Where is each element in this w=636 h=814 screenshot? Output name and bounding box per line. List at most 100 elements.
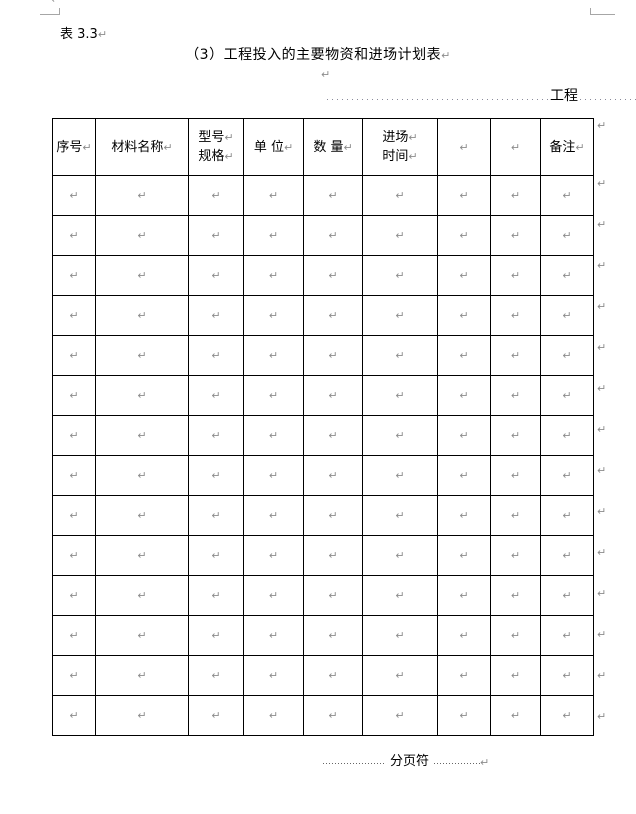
table-cell-material-name[interactable]: ↵	[95, 215, 189, 256]
table-cell-extra-2[interactable]: ↵	[490, 335, 541, 376]
table-cell-entry-time[interactable]: ↵	[362, 415, 438, 456]
table-cell-entry-time[interactable]: ↵	[362, 575, 438, 616]
table-cell-extra-1[interactable]: ↵	[437, 415, 491, 456]
table-cell-extra-1[interactable]: ↵	[437, 375, 491, 416]
table-cell-unit[interactable]: ↵	[243, 615, 304, 656]
table-cell-unit[interactable]: ↵	[243, 335, 304, 376]
table-cell-quantity[interactable]: ↵	[303, 655, 363, 696]
table-cell-extra-1[interactable]: ↵	[437, 535, 491, 576]
table-cell-entry-time[interactable]: ↵	[362, 295, 438, 336]
table-cell-remarks[interactable]: ↵	[540, 295, 594, 336]
table-cell-model-spec[interactable]: ↵	[188, 615, 244, 656]
table-cell-model-spec[interactable]: ↵	[188, 255, 244, 296]
column-header-index[interactable]: 序号↵	[52, 118, 96, 176]
table-cell-extra-1[interactable]: ↵	[437, 255, 491, 296]
table-cell-material-name[interactable]: ↵	[95, 175, 189, 216]
table-cell-index[interactable]: ↵	[52, 695, 96, 736]
table-cell-index[interactable]: ↵	[52, 455, 96, 496]
table-cell-remarks[interactable]: ↵	[540, 455, 594, 496]
table-cell-remarks[interactable]: ↵	[540, 175, 594, 216]
table-cell-index[interactable]: ↵	[52, 495, 96, 536]
column-header-quantity[interactable]: 数 量↵	[303, 118, 363, 176]
table-cell-unit[interactable]: ↵	[243, 495, 304, 536]
table-cell-material-name[interactable]: ↵	[95, 335, 189, 376]
table-cell-extra-2[interactable]: ↵	[490, 695, 541, 736]
materials-table[interactable]: 序号↵ 材料名称↵ 型号↵ 规格↵ 单 位↵ 数 量↵ 进场↵ 时间↵ ↵ ↵ 备注↵ ↵ ↵ ↵ ↵ ↵ ↵…	[52, 118, 594, 736]
table-cell-entry-time[interactable]: ↵	[362, 455, 438, 496]
table-cell-remarks[interactable]: ↵	[540, 615, 594, 656]
table-cell-model-spec[interactable]: ↵	[188, 575, 244, 616]
table-cell-index[interactable]: ↵	[52, 335, 96, 376]
table-cell-index[interactable]: ↵	[52, 375, 96, 416]
column-header-model-spec[interactable]: 型号↵ 规格↵	[188, 118, 244, 176]
table-cell-material-name[interactable]: ↵	[95, 455, 189, 496]
table-cell-extra-1[interactable]: ↵	[437, 335, 491, 376]
table-cell-remarks[interactable]: ↵	[540, 215, 594, 256]
table-cell-quantity[interactable]: ↵	[303, 295, 363, 336]
table-cell-index[interactable]: ↵	[52, 575, 96, 616]
table-cell-quantity[interactable]: ↵	[303, 615, 363, 656]
table-cell-extra-1[interactable]: ↵	[437, 455, 491, 496]
table-cell-model-spec[interactable]: ↵	[188, 175, 244, 216]
table-cell-material-name[interactable]: ↵	[95, 575, 189, 616]
table-cell-extra-1[interactable]: ↵	[437, 495, 491, 536]
table-cell-quantity[interactable]: ↵	[303, 495, 363, 536]
table-cell-quantity[interactable]: ↵	[303, 215, 363, 256]
table-cell-remarks[interactable]: ↵	[540, 695, 594, 736]
column-header-remarks[interactable]: 备注↵	[540, 118, 594, 176]
table-cell-extra-2[interactable]: ↵	[490, 575, 541, 616]
table-cell-entry-time[interactable]: ↵	[362, 615, 438, 656]
table-cell-remarks[interactable]: ↵	[540, 415, 594, 456]
table-cell-quantity[interactable]: ↵	[303, 455, 363, 496]
table-cell-model-spec[interactable]: ↵	[188, 335, 244, 376]
table-cell-extra-2[interactable]: ↵	[490, 375, 541, 416]
column-header-material-name[interactable]: 材料名称↵	[95, 118, 189, 176]
table-cell-extra-2[interactable]: ↵	[490, 415, 541, 456]
table-cell-extra-1[interactable]: ↵	[437, 175, 491, 216]
table-cell-remarks[interactable]: ↵	[540, 655, 594, 696]
table-cell-material-name[interactable]: ↵	[95, 255, 189, 296]
table-cell-remarks[interactable]: ↵	[540, 575, 594, 616]
table-cell-model-spec[interactable]: ↵	[188, 215, 244, 256]
table-cell-unit[interactable]: ↵	[243, 175, 304, 216]
table-cell-material-name[interactable]: ↵	[95, 415, 189, 456]
table-cell-quantity[interactable]: ↵	[303, 175, 363, 216]
table-cell-extra-2[interactable]: ↵	[490, 255, 541, 296]
table-cell-extra-2[interactable]: ↵	[490, 655, 541, 696]
table-cell-material-name[interactable]: ↵	[95, 375, 189, 416]
table-cell-index[interactable]: ↵	[52, 295, 96, 336]
table-cell-extra-1[interactable]: ↵	[437, 575, 491, 616]
table-cell-extra-2[interactable]: ↵	[490, 535, 541, 576]
table-cell-model-spec[interactable]: ↵	[188, 695, 244, 736]
table-cell-entry-time[interactable]: ↵	[362, 215, 438, 256]
table-cell-entry-time[interactable]: ↵	[362, 335, 438, 376]
column-header-unit[interactable]: 单 位↵	[243, 118, 304, 176]
column-header-extra-2[interactable]: ↵	[490, 118, 541, 176]
table-cell-remarks[interactable]: ↵	[540, 335, 594, 376]
table-cell-entry-time[interactable]: ↵	[362, 655, 438, 696]
table-cell-remarks[interactable]: ↵	[540, 255, 594, 296]
table-cell-model-spec[interactable]: ↵	[188, 535, 244, 576]
table-cell-unit[interactable]: ↵	[243, 255, 304, 296]
table-cell-model-spec[interactable]: ↵	[188, 655, 244, 696]
table-cell-material-name[interactable]: ↵	[95, 615, 189, 656]
table-cell-material-name[interactable]: ↵	[95, 535, 189, 576]
table-cell-unit[interactable]: ↵	[243, 215, 304, 256]
table-cell-unit[interactable]: ↵	[243, 575, 304, 616]
table-cell-index[interactable]: ↵	[52, 215, 96, 256]
table-cell-extra-1[interactable]: ↵	[437, 695, 491, 736]
table-cell-extra-2[interactable]: ↵	[490, 175, 541, 216]
table-cell-extra-1[interactable]: ↵	[437, 295, 491, 336]
column-header-extra-1[interactable]: ↵	[437, 118, 491, 176]
table-cell-entry-time[interactable]: ↵	[362, 695, 438, 736]
table-cell-index[interactable]: ↵	[52, 655, 96, 696]
table-cell-model-spec[interactable]: ↵	[188, 495, 244, 536]
table-cell-remarks[interactable]: ↵	[540, 375, 594, 416]
table-cell-unit[interactable]: ↵	[243, 415, 304, 456]
table-cell-index[interactable]: ↵	[52, 535, 96, 576]
table-cell-model-spec[interactable]: ↵	[188, 295, 244, 336]
table-cell-unit[interactable]: ↵	[243, 695, 304, 736]
project-name-field[interactable]: 工程	[327, 86, 636, 104]
table-cell-entry-time[interactable]: ↵	[362, 375, 438, 416]
table-cell-quantity[interactable]: ↵	[303, 695, 363, 736]
